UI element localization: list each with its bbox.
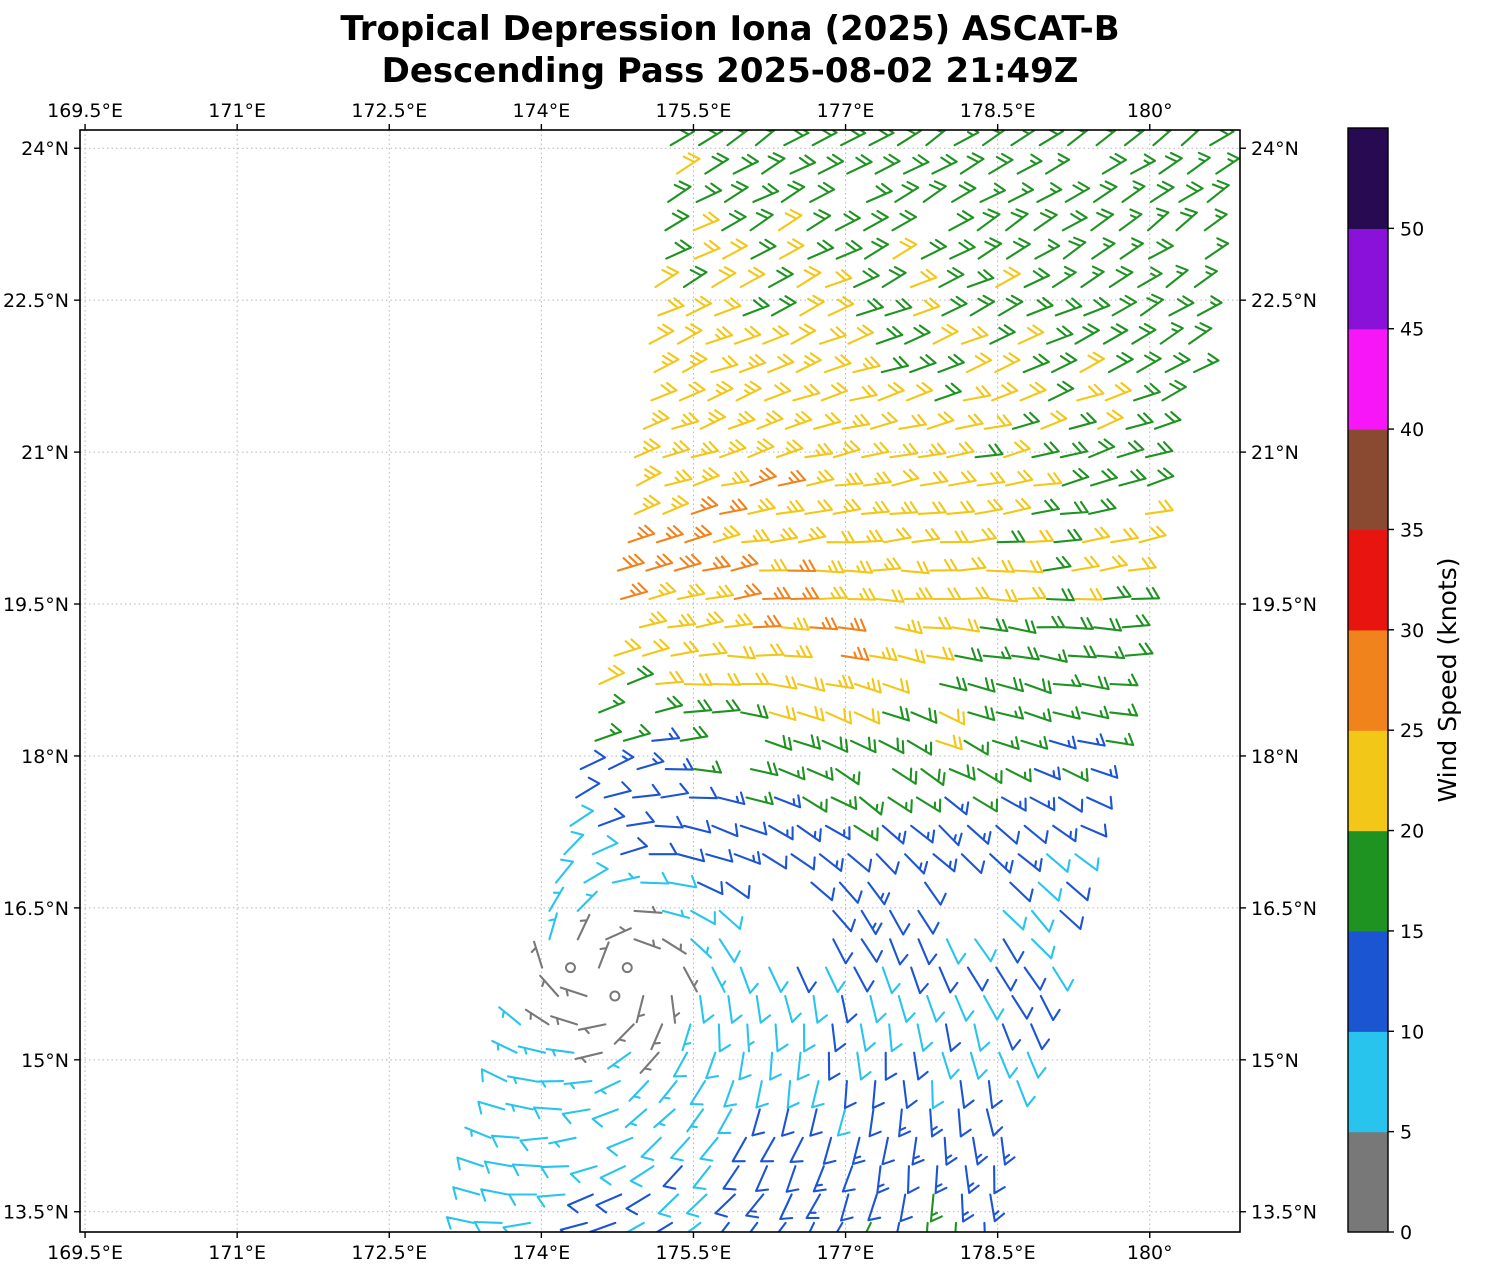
wind-barb-group — [616, 467, 870, 662]
colorbar-tick-label: 25 — [1400, 720, 1424, 742]
x-tick-label-bottom: 180° — [1127, 1242, 1173, 1264]
wind-barb-group — [598, 152, 1174, 751]
x-tick-label-top: 175.5°E — [656, 100, 732, 122]
colorbar-tick-label: 20 — [1400, 821, 1424, 843]
wind-barb-group — [524, 905, 699, 1074]
y-tick-label-left: 22.5°N — [3, 290, 69, 312]
x-tick-label-top: 180° — [1127, 100, 1173, 122]
y-tick-label-right: 13.5°N — [1251, 1202, 1317, 1224]
wind-barb-group — [594, 130, 1240, 1232]
calm-wind-circle — [609, 990, 621, 1002]
calm-wind-circle — [621, 962, 633, 974]
x-tick-label-bottom: 171°E — [208, 1242, 266, 1264]
y-tick-label-right: 16.5°N — [1251, 898, 1317, 920]
colorbar-band — [1348, 830, 1388, 932]
x-tick-label-top: 174°E — [512, 100, 570, 122]
grid-lines — [80, 130, 1240, 1232]
wind-barb-group — [559, 727, 1119, 1232]
y-tick-label-left: 21°N — [21, 442, 69, 464]
chart-title-line2: Descending Pass 2025-08-02 21:49Z — [382, 51, 1079, 91]
y-tick-label-right: 15°N — [1251, 1050, 1299, 1072]
y-tick-label-right: 18°N — [1251, 746, 1299, 768]
x-tick-label-top: 171°E — [208, 100, 266, 122]
colorbar-band — [1348, 1031, 1388, 1133]
colorbar-band — [1348, 930, 1388, 1032]
colorbar-band — [1348, 429, 1388, 531]
y-tick-label-right: 22.5°N — [1251, 290, 1317, 312]
colorbar-tick-label: 5 — [1400, 1122, 1412, 1144]
colorbar-tick-label: 40 — [1400, 419, 1424, 441]
colorbar-band — [1348, 1131, 1388, 1233]
x-tick-label-bottom: 175.5°E — [656, 1242, 732, 1264]
wind-barbs — [445, 130, 1240, 1232]
y-tick-label-left: 15°N — [21, 1050, 69, 1072]
colorbar-tick-label: 35 — [1400, 519, 1424, 541]
colorbar-band — [1348, 629, 1388, 731]
colorbar-tick-label: 0 — [1400, 1222, 1412, 1244]
x-tick-label-top: 178.5°E — [960, 100, 1036, 122]
colorbar-band — [1348, 128, 1388, 229]
colorbar-tick-label: 10 — [1400, 1021, 1424, 1043]
colorbar-band — [1348, 529, 1388, 631]
colorbar-tick-label: 15 — [1400, 921, 1424, 943]
x-tick-label-top: 172.5°E — [351, 100, 427, 122]
y-tick-label-left: 19.5°N — [3, 594, 69, 616]
axis-ticks-and-labels: 169.5°E 169.5°E 171°E 171°E 172.5°E 172.5°E 17… — [3, 100, 1317, 1264]
colorbar: 0 5 10 15 20 25 30 35 40 45 50 — [1347, 127, 1424, 1244]
x-tick-label-bottom: 174°E — [512, 1242, 570, 1264]
x-tick-label-bottom: 178.5°E — [960, 1242, 1036, 1264]
colorbar-tick-label: 50 — [1400, 218, 1424, 240]
x-tick-label-bottom: 172.5°E — [351, 1242, 427, 1264]
y-tick-label-left: 18°N — [21, 746, 69, 768]
y-tick-label-right: 24°N — [1251, 138, 1299, 160]
colorbar-band — [1348, 328, 1388, 430]
colorbar-tick-label: 45 — [1400, 319, 1424, 341]
y-tick-label-right: 19.5°N — [1251, 594, 1317, 616]
x-tick-label-top: 177°E — [817, 100, 875, 122]
wind-barb-group — [445, 804, 1100, 1232]
colorbar-tick-label: 30 — [1400, 620, 1424, 642]
y-tick-label-left: 13.5°N — [3, 1202, 69, 1224]
calm-wind-circle — [564, 962, 576, 974]
colorbar-band — [1348, 730, 1388, 832]
y-tick-label-right: 21°N — [1251, 442, 1299, 464]
plot-border — [79, 129, 1241, 1233]
chart-title-line1: Tropical Depression Iona (2025) ASCAT-B — [340, 9, 1119, 49]
y-tick-label-left: 24°N — [21, 138, 69, 160]
colorbar-border — [1347, 127, 1389, 1233]
colorbar-axis-label: Wind Speed (knots) — [1433, 557, 1462, 802]
x-tick-label-bottom: 177°E — [817, 1242, 875, 1264]
x-tick-label-bottom: 169.5°E — [47, 1242, 123, 1264]
y-tick-label-left: 16.5°N — [3, 898, 69, 920]
x-tick-label-top: 169.5°E — [47, 100, 123, 122]
colorbar-band — [1348, 228, 1388, 330]
